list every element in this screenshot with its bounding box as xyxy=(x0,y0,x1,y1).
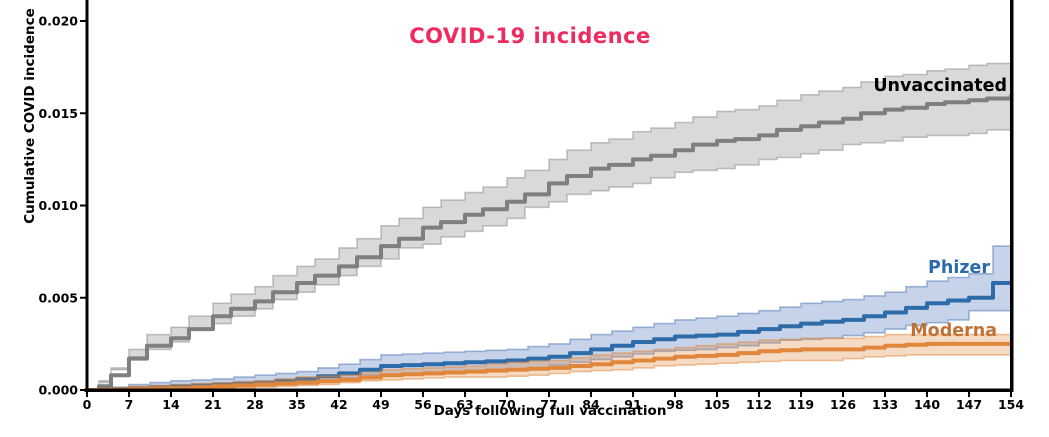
x-tick-mark xyxy=(926,392,928,397)
x-tick-label: 126 xyxy=(830,397,856,412)
x-axis-label: Days following full vaccination xyxy=(433,403,667,419)
x-tick-mark xyxy=(548,392,550,397)
x-tick-label: 0 xyxy=(83,397,92,412)
x-tick-label: 77 xyxy=(540,397,557,412)
x-tick-mark xyxy=(128,392,130,397)
confidence-band-unvaccinated xyxy=(87,59,1011,390)
x-tick-mark xyxy=(884,392,886,397)
x-tick-mark xyxy=(800,392,802,397)
y-tick-label: 0.000 xyxy=(38,383,78,398)
x-tick-mark xyxy=(338,392,340,397)
series-label-phizer: Phizer xyxy=(928,258,990,278)
x-tick-mark xyxy=(86,392,88,397)
series-group xyxy=(87,59,1011,390)
y-tick-label: 0.015 xyxy=(38,106,78,121)
y-tick-mark xyxy=(80,20,86,22)
x-tick-label: 105 xyxy=(704,397,730,412)
x-tick-mark xyxy=(632,392,634,397)
x-tick-mark xyxy=(296,392,298,397)
x-tick-mark xyxy=(170,392,172,397)
x-tick-mark xyxy=(506,392,508,397)
x-tick-mark xyxy=(716,392,718,397)
x-tick-label: 133 xyxy=(872,397,898,412)
series-label-unvaccinated: Unvaccinated xyxy=(873,76,1007,96)
x-tick-label: 70 xyxy=(498,397,516,412)
x-tick-mark xyxy=(212,392,214,397)
x-tick-label: 49 xyxy=(372,397,389,412)
x-tick-label: 56 xyxy=(414,397,432,412)
x-tick-label: 35 xyxy=(288,397,305,412)
y-tick-mark xyxy=(80,204,86,207)
x-tick-label: 91 xyxy=(624,397,641,412)
x-tick-label: 7 xyxy=(125,397,134,412)
y-tick-label: 0.020 xyxy=(38,14,78,29)
x-tick-mark xyxy=(842,392,844,397)
y-tick-mark xyxy=(80,389,86,391)
x-tick-mark xyxy=(380,392,382,397)
x-tick-mark xyxy=(968,392,970,397)
y-tick-mark xyxy=(80,112,86,115)
x-tick-label: 140 xyxy=(914,397,940,412)
y-tick-label: 0.010 xyxy=(38,198,78,213)
x-tick-label: 84 xyxy=(582,397,600,412)
right-spine xyxy=(1010,0,1014,392)
x-tick-label: 28 xyxy=(246,397,263,412)
x-tick-label: 154 xyxy=(998,397,1024,412)
x-tick-label: 112 xyxy=(746,397,772,412)
x-tick-mark xyxy=(254,392,256,397)
line-moderna xyxy=(87,341,1011,390)
axes: 0 7 14 21 28 35 42 49 56 63 70 77 84 91 98 105 112 119 126… xyxy=(38,0,1024,412)
y-tick-label: 0.005 xyxy=(38,290,78,305)
x-tick-label: 42 xyxy=(330,397,347,412)
y-axis-label: Cumulative COVID incidence xyxy=(22,8,38,224)
x-tick-label: 63 xyxy=(456,397,473,412)
x-tick-mark xyxy=(674,392,676,397)
x-tick-label: 147 xyxy=(956,397,982,412)
x-tick-mark xyxy=(464,392,466,397)
x-tick-mark xyxy=(1010,392,1012,397)
x-tick-mark xyxy=(758,392,760,397)
chart-title: COVID-19 incidence xyxy=(409,24,651,48)
left-spine xyxy=(85,0,89,392)
x-tick-label: 98 xyxy=(666,397,683,412)
y-tick-mark xyxy=(80,296,86,299)
x-tick-label: 14 xyxy=(162,397,180,412)
line-unvaccinated xyxy=(87,94,1011,390)
x-tick-mark xyxy=(590,392,592,397)
x-tick-mark xyxy=(422,392,424,397)
bottom-spine xyxy=(84,388,1014,392)
x-tick-label: 119 xyxy=(788,397,814,412)
series-label-moderna: Moderna xyxy=(910,321,997,341)
x-tick-label: 21 xyxy=(204,397,221,412)
